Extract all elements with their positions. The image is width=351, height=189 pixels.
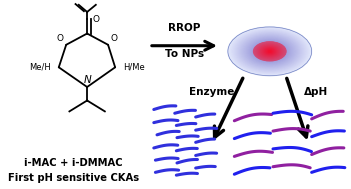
Circle shape xyxy=(231,29,309,74)
Circle shape xyxy=(232,29,308,74)
Circle shape xyxy=(264,48,276,55)
Circle shape xyxy=(253,42,286,61)
Circle shape xyxy=(266,49,273,53)
Circle shape xyxy=(269,51,271,52)
Circle shape xyxy=(239,33,301,69)
Circle shape xyxy=(261,46,278,56)
Circle shape xyxy=(265,49,274,54)
Text: O: O xyxy=(57,34,64,43)
Circle shape xyxy=(246,37,294,65)
Circle shape xyxy=(247,38,293,65)
Circle shape xyxy=(251,41,288,62)
Circle shape xyxy=(251,40,289,62)
Circle shape xyxy=(241,35,298,68)
Circle shape xyxy=(229,27,311,75)
Circle shape xyxy=(257,44,282,59)
Circle shape xyxy=(258,44,282,58)
Circle shape xyxy=(249,39,291,64)
Circle shape xyxy=(242,35,298,67)
Circle shape xyxy=(250,40,290,63)
Text: ΔpH: ΔpH xyxy=(304,87,329,97)
Circle shape xyxy=(247,38,292,64)
Text: Enzyme: Enzyme xyxy=(189,87,234,97)
Circle shape xyxy=(244,36,296,66)
Circle shape xyxy=(245,37,294,66)
Text: O: O xyxy=(111,34,118,43)
Circle shape xyxy=(258,45,281,58)
Circle shape xyxy=(248,39,291,64)
Circle shape xyxy=(265,48,275,54)
Circle shape xyxy=(253,42,286,61)
Circle shape xyxy=(267,50,273,53)
Circle shape xyxy=(234,30,306,72)
Circle shape xyxy=(237,33,302,70)
Circle shape xyxy=(240,34,299,68)
Circle shape xyxy=(263,47,277,55)
Circle shape xyxy=(255,43,284,60)
Circle shape xyxy=(259,45,281,58)
Circle shape xyxy=(264,48,276,55)
Circle shape xyxy=(243,36,297,67)
Circle shape xyxy=(240,34,300,69)
Circle shape xyxy=(256,43,283,59)
Circle shape xyxy=(231,29,309,74)
Circle shape xyxy=(252,41,287,61)
Circle shape xyxy=(268,50,272,53)
Circle shape xyxy=(260,46,280,57)
Circle shape xyxy=(256,43,284,60)
Text: i-MAC + i-DMMAC: i-MAC + i-DMMAC xyxy=(24,158,122,168)
Circle shape xyxy=(254,42,285,60)
Circle shape xyxy=(241,35,299,68)
Text: N: N xyxy=(83,75,91,85)
Circle shape xyxy=(261,46,279,57)
Circle shape xyxy=(266,49,274,54)
Circle shape xyxy=(254,43,285,60)
Circle shape xyxy=(235,31,305,72)
Circle shape xyxy=(244,36,296,67)
Text: O: O xyxy=(93,15,100,24)
Circle shape xyxy=(267,50,272,53)
Circle shape xyxy=(263,47,277,56)
Circle shape xyxy=(235,31,304,71)
Circle shape xyxy=(250,40,289,63)
Circle shape xyxy=(237,32,303,70)
Circle shape xyxy=(268,50,271,52)
Circle shape xyxy=(239,34,300,69)
Text: To NPs: To NPs xyxy=(165,49,204,59)
Text: RROP: RROP xyxy=(168,23,200,33)
Circle shape xyxy=(243,36,297,67)
Circle shape xyxy=(236,32,303,71)
Circle shape xyxy=(245,37,295,66)
Circle shape xyxy=(262,47,278,56)
Circle shape xyxy=(257,44,283,59)
Circle shape xyxy=(234,31,305,72)
Circle shape xyxy=(238,33,302,70)
Circle shape xyxy=(233,30,306,73)
Text: H/Me: H/Me xyxy=(123,63,145,72)
Circle shape xyxy=(238,33,301,70)
Circle shape xyxy=(248,39,292,64)
Circle shape xyxy=(233,30,307,73)
Circle shape xyxy=(230,28,310,75)
Circle shape xyxy=(229,28,311,75)
Circle shape xyxy=(230,28,310,74)
Circle shape xyxy=(236,32,304,71)
Circle shape xyxy=(232,29,307,73)
Circle shape xyxy=(246,38,293,65)
Circle shape xyxy=(259,45,280,57)
Circle shape xyxy=(260,46,279,57)
Text: Me/H: Me/H xyxy=(29,63,51,72)
Circle shape xyxy=(252,41,287,62)
Circle shape xyxy=(269,51,270,52)
Circle shape xyxy=(249,40,290,63)
Text: First pH sensitive CKAs: First pH sensitive CKAs xyxy=(8,173,139,183)
Circle shape xyxy=(228,27,312,76)
